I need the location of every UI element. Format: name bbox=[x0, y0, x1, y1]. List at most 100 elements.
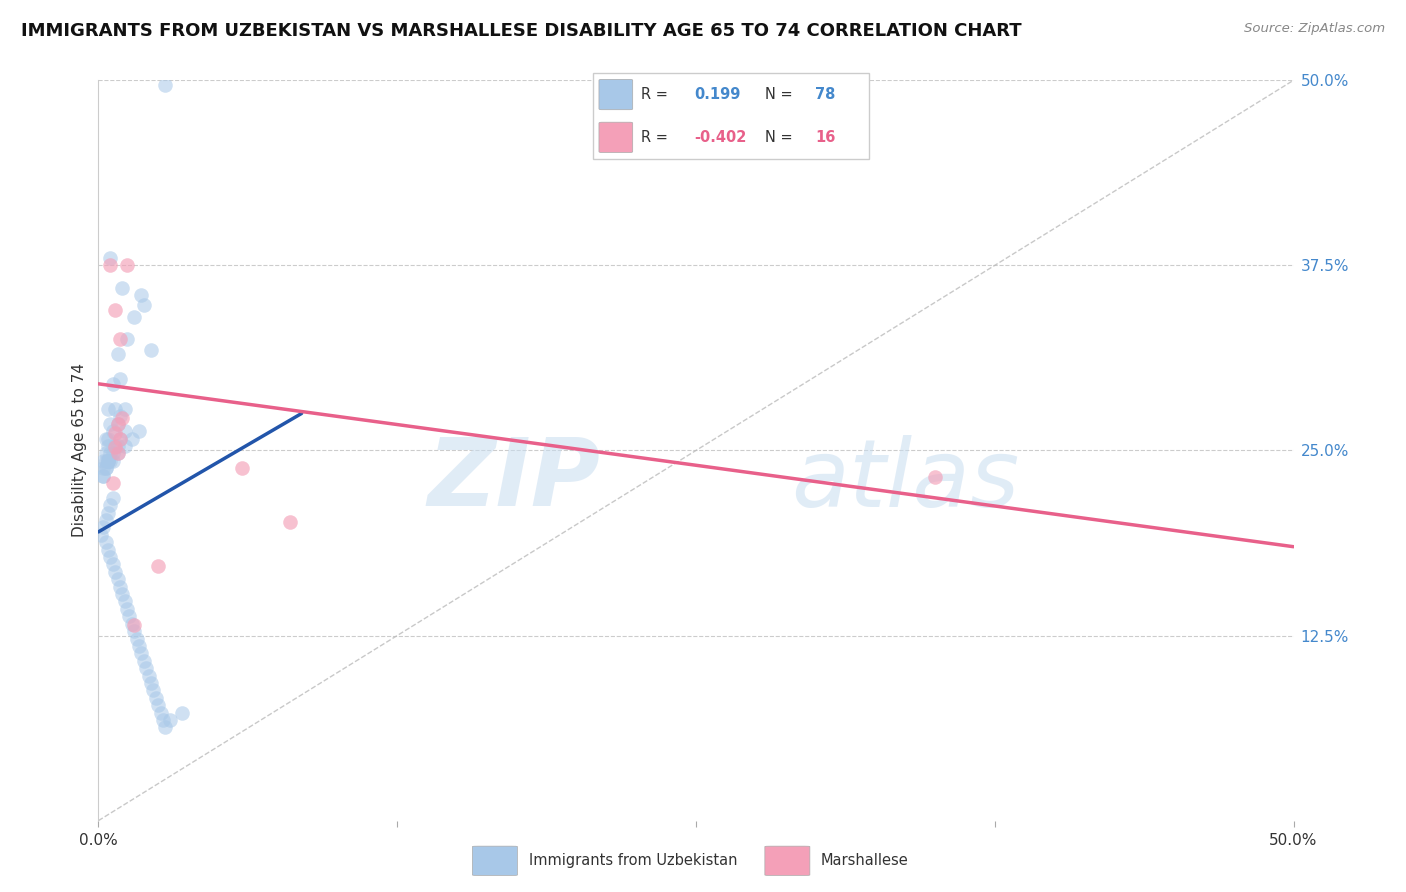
Point bbox=[131, 646, 153, 660]
Point bbox=[98, 251, 122, 265]
Point bbox=[128, 639, 150, 653]
Point bbox=[108, 432, 131, 446]
Point bbox=[115, 602, 138, 616]
Point bbox=[97, 402, 120, 417]
Point bbox=[104, 302, 127, 317]
Text: IMMIGRANTS FROM UZBEKISTAN VS MARSHALLESE DISABILITY AGE 65 TO 74 CORRELATION CH: IMMIGRANTS FROM UZBEKISTAN VS MARSHALLES… bbox=[21, 22, 1022, 40]
Text: 0.199: 0.199 bbox=[695, 87, 741, 102]
Point bbox=[111, 410, 134, 425]
Point bbox=[107, 446, 129, 460]
Point bbox=[94, 513, 117, 527]
Point bbox=[91, 461, 114, 475]
Point bbox=[155, 720, 177, 734]
Point bbox=[107, 446, 129, 460]
Point bbox=[104, 402, 127, 417]
Text: Marshallese: Marshallese bbox=[821, 854, 908, 868]
Point bbox=[278, 515, 301, 529]
Point bbox=[159, 713, 181, 727]
Text: Source: ZipAtlas.com: Source: ZipAtlas.com bbox=[1244, 22, 1385, 36]
Point bbox=[148, 558, 170, 573]
Point bbox=[91, 520, 114, 534]
Point bbox=[155, 78, 177, 92]
Point bbox=[91, 468, 114, 483]
Point bbox=[139, 676, 162, 690]
Point bbox=[132, 298, 155, 312]
Point bbox=[97, 439, 120, 453]
Point bbox=[108, 580, 131, 594]
Text: N =: N = bbox=[765, 130, 793, 145]
Text: atlas: atlas bbox=[792, 434, 1019, 525]
Point bbox=[115, 332, 138, 346]
Point bbox=[148, 698, 170, 713]
Point bbox=[118, 609, 141, 624]
Point bbox=[94, 461, 117, 475]
Point bbox=[104, 441, 127, 455]
Point bbox=[149, 706, 172, 720]
Y-axis label: Disability Age 65 to 74: Disability Age 65 to 74 bbox=[72, 363, 87, 538]
Point bbox=[131, 288, 153, 302]
Point bbox=[152, 713, 174, 727]
Point bbox=[135, 661, 157, 675]
Point bbox=[101, 454, 124, 468]
Point bbox=[132, 654, 155, 668]
Point bbox=[107, 417, 129, 431]
Point bbox=[114, 439, 136, 453]
Point bbox=[101, 558, 124, 572]
Point bbox=[172, 706, 194, 720]
Point bbox=[111, 587, 134, 601]
Point bbox=[98, 259, 122, 273]
Point bbox=[97, 542, 120, 557]
Point bbox=[97, 432, 120, 446]
Text: 16: 16 bbox=[815, 130, 835, 145]
Point bbox=[121, 432, 143, 446]
Point bbox=[94, 432, 117, 446]
Point bbox=[97, 506, 120, 520]
Point bbox=[97, 454, 120, 468]
FancyBboxPatch shape bbox=[599, 79, 633, 110]
Point bbox=[124, 618, 146, 632]
Point bbox=[101, 424, 124, 438]
Point bbox=[98, 446, 122, 460]
Point bbox=[91, 468, 114, 483]
Point bbox=[124, 310, 146, 325]
FancyBboxPatch shape bbox=[472, 847, 517, 875]
Point bbox=[107, 417, 129, 431]
Text: R =: R = bbox=[641, 87, 668, 102]
Point bbox=[90, 528, 112, 542]
FancyBboxPatch shape bbox=[599, 122, 633, 153]
FancyBboxPatch shape bbox=[765, 847, 810, 875]
Point bbox=[121, 616, 143, 631]
Point bbox=[104, 425, 127, 440]
Point bbox=[97, 454, 120, 468]
Point bbox=[101, 476, 124, 491]
Text: Immigrants from Uzbekistan: Immigrants from Uzbekistan bbox=[529, 854, 737, 868]
Point bbox=[114, 424, 136, 438]
Point bbox=[94, 461, 117, 475]
Point bbox=[115, 259, 138, 273]
Text: N =: N = bbox=[765, 87, 793, 102]
Point bbox=[145, 690, 167, 705]
Point bbox=[128, 424, 150, 438]
Point bbox=[114, 594, 136, 608]
Point bbox=[98, 550, 122, 565]
Point bbox=[108, 409, 131, 424]
Point bbox=[924, 470, 946, 484]
Point bbox=[107, 347, 129, 361]
Point bbox=[104, 565, 127, 579]
Point bbox=[139, 343, 162, 357]
Text: -0.402: -0.402 bbox=[695, 130, 747, 145]
Point bbox=[94, 535, 117, 549]
Point bbox=[101, 376, 124, 391]
Point bbox=[97, 454, 120, 468]
Point bbox=[91, 454, 114, 468]
Point bbox=[108, 432, 131, 446]
Text: R =: R = bbox=[641, 130, 668, 145]
Point bbox=[107, 572, 129, 586]
Point bbox=[94, 446, 117, 460]
Point bbox=[108, 332, 131, 346]
Point bbox=[101, 491, 124, 505]
Point bbox=[107, 439, 129, 453]
Point bbox=[94, 454, 117, 468]
Text: ZIP: ZIP bbox=[427, 434, 600, 526]
Point bbox=[142, 683, 165, 698]
